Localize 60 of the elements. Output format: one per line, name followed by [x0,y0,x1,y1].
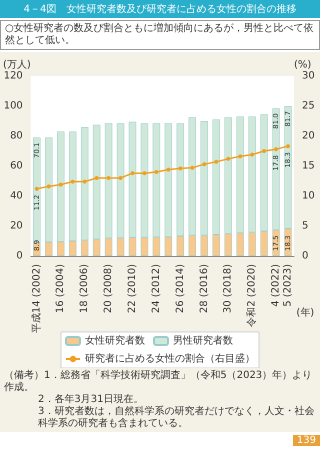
y2-tick-label: 25 [302,100,315,112]
text: 2．各年3月31日現在。 [37,394,144,406]
legend-label: 男性研究者数 [173,334,233,346]
y-tick-label: 100 [4,100,23,112]
point [274,147,278,152]
chart-subtitle: ○女性研究者の数及び割合ともに増加傾向にあるが，男性と比べて依然として低い。 [0,20,320,50]
x-tick-label: 令和2 (2020) [246,264,258,327]
legend-label: 研究者に占める女性の割合（右目盛） [85,352,255,364]
point [250,152,254,157]
point [190,166,194,170]
text: （備考）1．総務省「科学技術研究調査」（令和5（2023）年）より作成。 [4,370,314,394]
y2-tick-label: 0 [302,250,308,262]
y2-tick-label: 15 [302,160,315,172]
y-tick-label: 80 [10,130,23,142]
point [94,176,99,180]
point [58,182,63,187]
point [226,156,230,161]
x-tick-label: 平成14 (2002) [30,264,42,334]
x-tick-label: 16 (2004) [55,264,66,314]
x-tick-label: 20 (2008) [103,264,114,314]
point [286,144,290,148]
point [214,160,218,164]
y-tick-label: 20 [10,220,23,232]
y2-tick-label: 20 [302,130,315,142]
point [154,170,158,174]
x-tick-label: 4 (2022) [270,264,282,307]
point [82,180,87,184]
y-tick-label: 120 [4,70,23,82]
x-tick-label: 18 (2006) [79,264,90,314]
legend-label: 女性研究者数 [85,334,145,346]
point [142,171,146,176]
text: 3．研究者数は，自然科学系の研究者だけでなく，人文・社会科学系の研究者も含まれている。 [37,406,316,430]
y2-tick-label: 10 [302,190,315,202]
x-tick-label: 22 (2010) [126,264,138,314]
point [70,180,75,184]
point [202,162,206,166]
point [262,149,266,153]
point [130,171,134,176]
x-tick-label: 24 (2012) [150,264,162,314]
x-axis-title: (年) [296,306,314,318]
x-tick-label: 5 (2023) [282,264,294,307]
point [46,184,51,188]
point [238,154,242,158]
point [178,166,182,170]
y2-axis-title: (%) [294,60,312,70]
point [166,168,170,172]
y-tick-label: 0 [16,250,23,262]
point [34,186,39,191]
y2-tick-label: 5 [302,220,308,232]
chart-title: 4－4図 女性研究者数及び研究者に占める女性の割合の推移 [0,0,320,18]
x-tick-label: 30 (2018) [222,264,234,314]
y-axis-title: (万人) [2,60,31,70]
point [106,176,111,180]
y-tick-label: 40 [10,190,23,202]
x-tick-label: 28 (2016) [198,264,210,314]
text: 139 [292,435,320,446]
point [118,176,123,180]
y2-tick-label: 30 [302,70,315,82]
y-tick-label: 60 [10,160,23,172]
x-tick-label: 26 (2014) [174,264,186,314]
